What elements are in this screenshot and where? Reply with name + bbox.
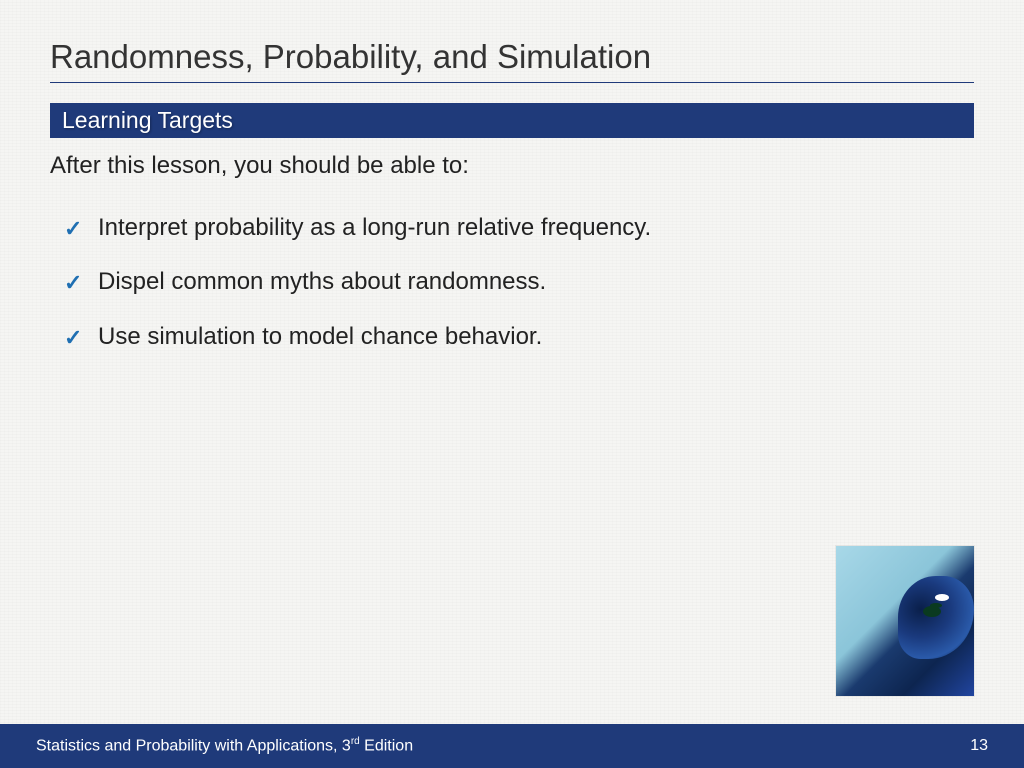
checkmark-icon: ✓ — [64, 268, 82, 298]
list-item: ✓ Dispel common myths about randomness. — [98, 266, 974, 298]
peacock-image — [836, 546, 974, 696]
checkmark-icon: ✓ — [64, 214, 82, 244]
section-header: Learning Targets — [50, 103, 974, 138]
learning-targets-list: ✓ Interpret probability as a long-run re… — [50, 212, 974, 353]
list-item: ✓ Interpret probability as a long-run re… — [98, 212, 974, 244]
page-number: 13 — [970, 737, 988, 755]
list-item: ✓ Use simulation to model chance behavio… — [98, 321, 974, 353]
target-text: Dispel common myths about randomness. — [98, 268, 546, 295]
slide: Randomness, Probability, and Simulation … — [0, 0, 1024, 768]
target-text: Use simulation to model chance behavior. — [98, 323, 542, 350]
slide-title: Randomness, Probability, and Simulation — [50, 38, 974, 83]
target-text: Interpret probability as a long-run rela… — [98, 214, 651, 241]
checkmark-icon: ✓ — [64, 323, 82, 353]
footer-bar: Statistics and Probability with Applicat… — [0, 724, 1024, 768]
footer-edition-sup: rd — [351, 736, 360, 747]
intro-text: After this lesson, you should be able to… — [50, 152, 974, 180]
footer-book-text: Statistics and Probability with Applicat… — [36, 738, 351, 755]
footer-edition-tail: Edition — [360, 738, 413, 755]
footer-book-title: Statistics and Probability with Applicat… — [36, 736, 413, 755]
